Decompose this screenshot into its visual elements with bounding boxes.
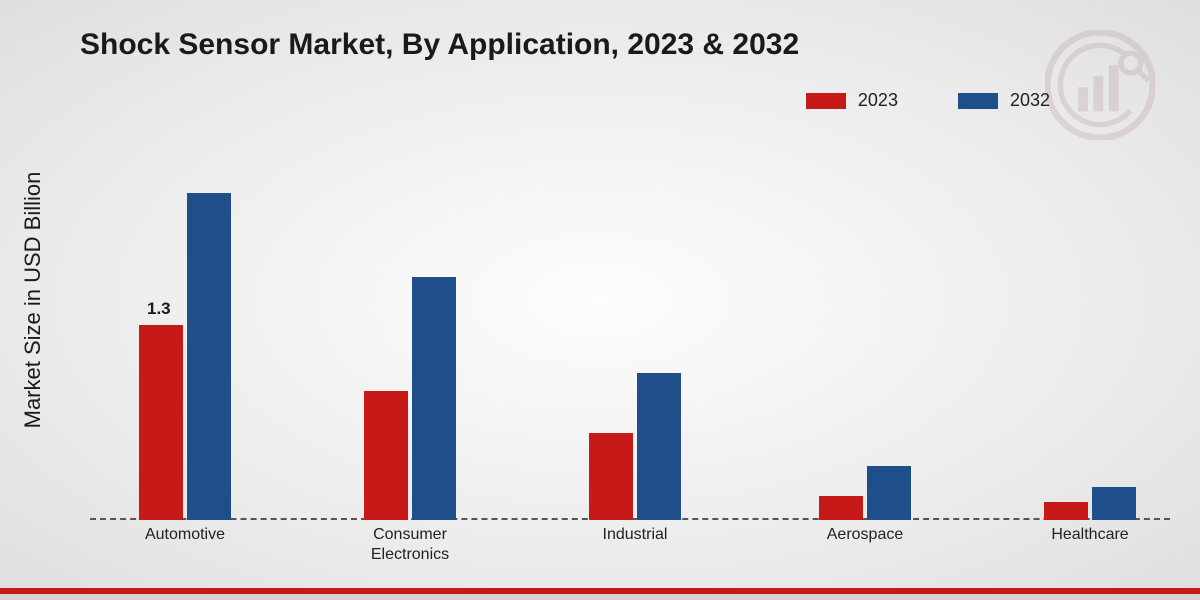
bar-group (364, 277, 456, 520)
bar (1092, 487, 1136, 520)
plot-area: 1.3 (90, 160, 1170, 520)
legend-label-2032: 2032 (1010, 90, 1050, 111)
legend-swatch-2023 (806, 93, 846, 109)
x-axis-tick-label: Healthcare (1000, 525, 1180, 545)
legend-item-2023: 2023 (806, 90, 898, 111)
bar (364, 391, 408, 520)
x-axis-tick-label: Industrial (545, 525, 725, 545)
bar (819, 496, 863, 520)
legend-item-2032: 2032 (958, 90, 1050, 111)
x-axis-tick-label: Automotive (95, 525, 275, 545)
bar (637, 373, 681, 520)
bar (589, 433, 633, 520)
bar-value-label: 1.3 (147, 299, 171, 319)
bar (187, 193, 231, 520)
legend-label-2023: 2023 (858, 90, 898, 111)
bar-group (819, 466, 911, 520)
footer-grey-rule (0, 594, 1200, 600)
bar (139, 325, 183, 520)
bar-group (139, 193, 231, 520)
x-axis-tick-label: Aerospace (775, 525, 955, 545)
chart-title: Shock Sensor Market, By Application, 202… (80, 28, 799, 62)
bar-group (589, 373, 681, 520)
legend-swatch-2032 (958, 93, 998, 109)
x-axis-tick-label: ConsumerElectronics (320, 525, 500, 565)
bar (412, 277, 456, 520)
watermark-logo-icon (1045, 30, 1155, 140)
bar (867, 466, 911, 520)
chart-page: Shock Sensor Market, By Application, 202… (0, 0, 1200, 600)
legend: 2023 2032 (806, 90, 1050, 111)
bar-group (1044, 487, 1136, 520)
bar (1044, 502, 1088, 520)
